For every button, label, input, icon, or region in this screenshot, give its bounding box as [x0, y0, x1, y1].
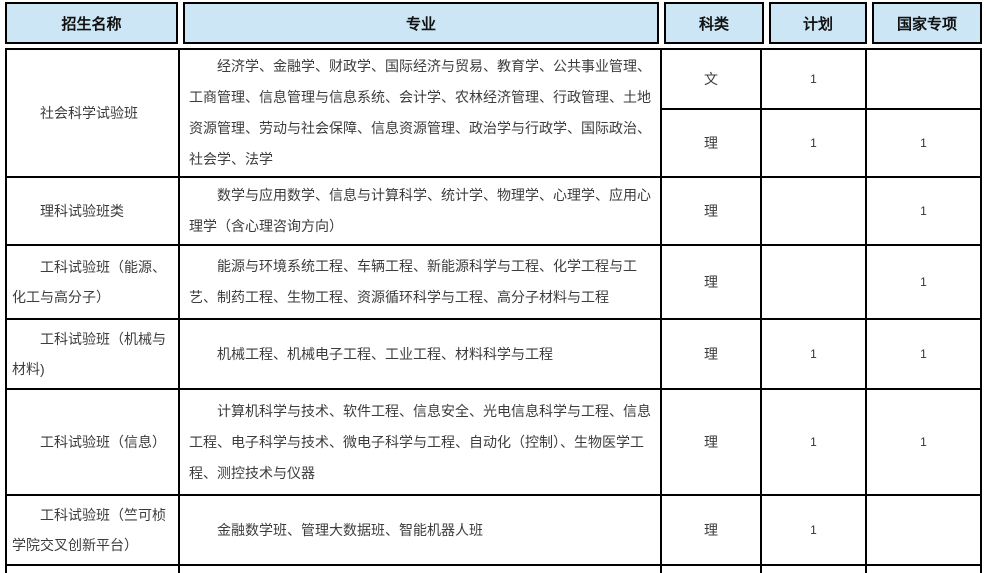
cell-text: 机械工程、机械电子工程、工业工程、材料科学与工程	[217, 345, 553, 362]
majors-cell: 能源与环境系统工程、车辆工程、新能源科学与工程、化学工程与工艺、制药工程、生物工…	[180, 246, 660, 318]
col-header-national-program: 国家专项	[872, 2, 982, 44]
cell-text: 能源与环境系统工程、车辆工程、新能源科学与工程、化学工程与工艺、制药工程、生物工…	[189, 258, 637, 305]
category-cell: 理	[662, 390, 760, 494]
partial-row-cell	[762, 566, 865, 573]
enrollment-name-cell: 工科试验班（信息）	[7, 390, 178, 494]
national-program-cell: 1	[867, 390, 980, 494]
cell-text: 理	[704, 522, 718, 538]
category-cell: 理	[662, 246, 760, 318]
cell-text: 社会科学试验班	[40, 105, 138, 121]
category-cell: 文	[662, 50, 760, 108]
admissions-table: 招生名称 专业 科类 计划 国家专项 社会科学试验班 经济学、金融学、财政学、国…	[5, 2, 982, 573]
col-header-plan: 计划	[769, 2, 867, 44]
cell-text: 金融数学班、管理大数据班、智能机器人班	[217, 521, 483, 538]
category-cell: 理	[662, 110, 760, 176]
cell-text: 工科试验班（机械与材料)	[12, 331, 166, 377]
plan-cell	[762, 246, 865, 318]
category-cell: 理	[662, 320, 760, 388]
national-program-cell: 1	[867, 110, 980, 176]
national-program-cell: 1	[867, 320, 980, 388]
category-cell: 理	[662, 178, 760, 244]
cell-text: 工科试验班（竺可桢学院交叉创新平台）	[12, 507, 166, 553]
majors-cell: 经济学、金融学、财政学、国际经济与贸易、教育学、公共事业管理、工商管理、信息管理…	[180, 50, 660, 176]
table-body: 社会科学试验班 经济学、金融学、财政学、国际经济与贸易、教育学、公共事业管理、工…	[5, 48, 982, 573]
category-cell: 理	[662, 496, 760, 564]
cell-text: 1	[810, 347, 817, 361]
cell-text: 1	[920, 275, 927, 289]
national-program-cell	[867, 50, 980, 108]
cell-text: 经济学、金融学、财政学、国际经济与贸易、教育学、公共事业管理、工商管理、信息管理…	[189, 58, 651, 167]
cell-text: 1	[810, 523, 817, 537]
cell-text: 数学与应用数学、信息与计算科学、统计学、物理学、心理学、应用心理学（含心理咨询方…	[189, 187, 651, 234]
cell-text: 工科试验班（能源、化工与高分子）	[12, 259, 166, 305]
enrollment-name-cell: 社会科学试验班	[7, 50, 178, 176]
table-header-row: 招生名称 专业 科类 计划 国家专项	[5, 2, 982, 44]
plan-cell: 1	[762, 320, 865, 388]
majors-cell: 金融数学班、管理大数据班、智能机器人班	[180, 496, 660, 564]
cell-text: 文	[704, 71, 718, 87]
cell-text: 1	[810, 72, 817, 86]
plan-cell: 1	[762, 496, 865, 564]
plan-cell: 1	[762, 390, 865, 494]
partial-row-cell	[662, 566, 760, 573]
enrollment-name-cell: 理科试验班类	[7, 178, 178, 244]
cell-text: 1	[920, 204, 927, 218]
cell-text: 理	[704, 203, 718, 219]
cell-text: 理科试验班类	[40, 203, 124, 219]
cell-text: 1	[920, 435, 927, 449]
enrollment-name-cell: 工科试验班（机械与材料)	[7, 320, 178, 388]
cell-text: 1	[920, 136, 927, 150]
partial-row-cell	[180, 566, 660, 573]
col-header-enrollment-name: 招生名称	[5, 2, 178, 44]
majors-cell: 计算机科学与技术、软件工程、信息安全、光电信息科学与工程、信息工程、电子科学与技…	[180, 390, 660, 494]
national-program-cell: 1	[867, 178, 980, 244]
majors-cell: 机械工程、机械电子工程、工业工程、材料科学与工程	[180, 320, 660, 388]
col-header-major: 专业	[183, 2, 659, 44]
cell-text: 理	[704, 434, 718, 450]
plan-cell	[762, 178, 865, 244]
col-header-category: 科类	[664, 2, 764, 44]
cell-text: 计算机科学与技术、软件工程、信息安全、光电信息科学与工程、信息工程、电子科学与技…	[189, 402, 651, 481]
cell-text: 1	[810, 136, 817, 150]
partial-row-cell	[7, 566, 178, 573]
partial-row-cell	[867, 566, 980, 573]
national-program-cell: 1	[867, 246, 980, 318]
plan-cell: 1	[762, 110, 865, 176]
cell-text: 工科试验班（信息）	[40, 434, 166, 450]
enrollment-name-cell: 工科试验班（竺可桢学院交叉创新平台）	[7, 496, 178, 564]
plan-cell: 1	[762, 50, 865, 108]
cell-text: 1	[920, 347, 927, 361]
national-program-cell	[867, 496, 980, 564]
majors-cell: 数学与应用数学、信息与计算科学、统计学、物理学、心理学、应用心理学（含心理咨询方…	[180, 178, 660, 244]
cell-text: 理	[704, 274, 718, 290]
cell-text: 1	[810, 435, 817, 449]
enrollment-name-cell: 工科试验班（能源、化工与高分子）	[7, 246, 178, 318]
cell-text: 理	[704, 346, 718, 362]
cell-text: 理	[704, 135, 718, 151]
